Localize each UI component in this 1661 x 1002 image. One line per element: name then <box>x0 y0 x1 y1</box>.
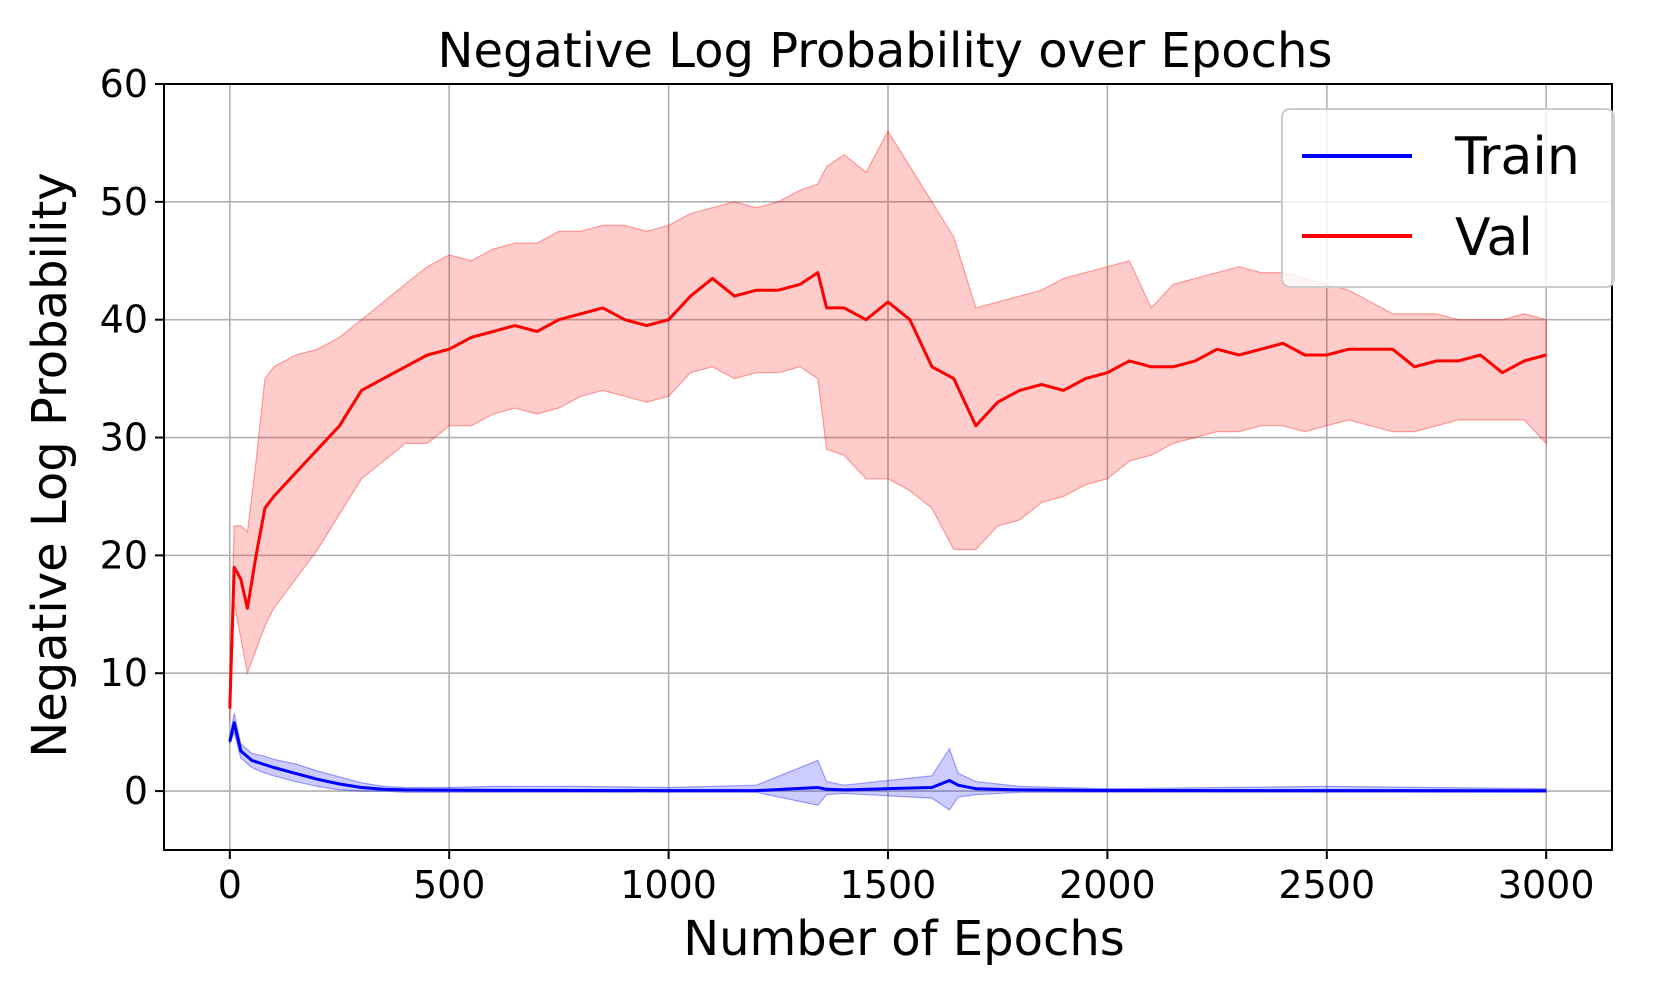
x-tick-label: 2000 <box>1059 863 1156 907</box>
chart-title: Negative Log Probability over Epochs <box>438 23 1333 79</box>
band-train <box>229 713 1547 811</box>
x-axis-ticks: 0 500 1000 1500 2000 2500 3000 <box>218 850 1595 907</box>
x-tick-label: 2500 <box>1278 863 1375 907</box>
legend: Train Val <box>1281 108 1615 288</box>
x-tick-label: 3000 <box>1498 863 1595 907</box>
series-line-val <box>228 271 1547 709</box>
y-tick-label: 30 <box>100 416 148 460</box>
confidence-bands <box>229 129 1547 811</box>
band-val <box>229 129 1547 721</box>
y-tick-label: 10 <box>100 651 148 695</box>
x-tick-label: 1500 <box>840 863 937 907</box>
legend-label-train: Train <box>1454 127 1580 187</box>
x-axis-label: Number of Epochs <box>683 911 1125 967</box>
legend-box <box>1281 108 1615 288</box>
y-tick-label: 40 <box>100 298 148 342</box>
y-axis-label: Negative Log Probability <box>22 172 78 757</box>
y-tick-label: 60 <box>100 62 148 106</box>
series-line-train <box>228 721 1547 793</box>
y-tick-label: 0 <box>124 769 148 813</box>
y-tick-label: 20 <box>100 533 148 577</box>
x-tick-label: 500 <box>413 863 486 907</box>
x-tick-label: 0 <box>218 863 242 907</box>
y-axis-ticks: 0 10 20 30 40 50 60 <box>100 62 164 813</box>
series-lines <box>228 271 1547 793</box>
x-tick-label: 1000 <box>620 863 717 907</box>
legend-label-val: Val <box>1455 208 1533 268</box>
y-tick-label: 50 <box>100 180 148 224</box>
